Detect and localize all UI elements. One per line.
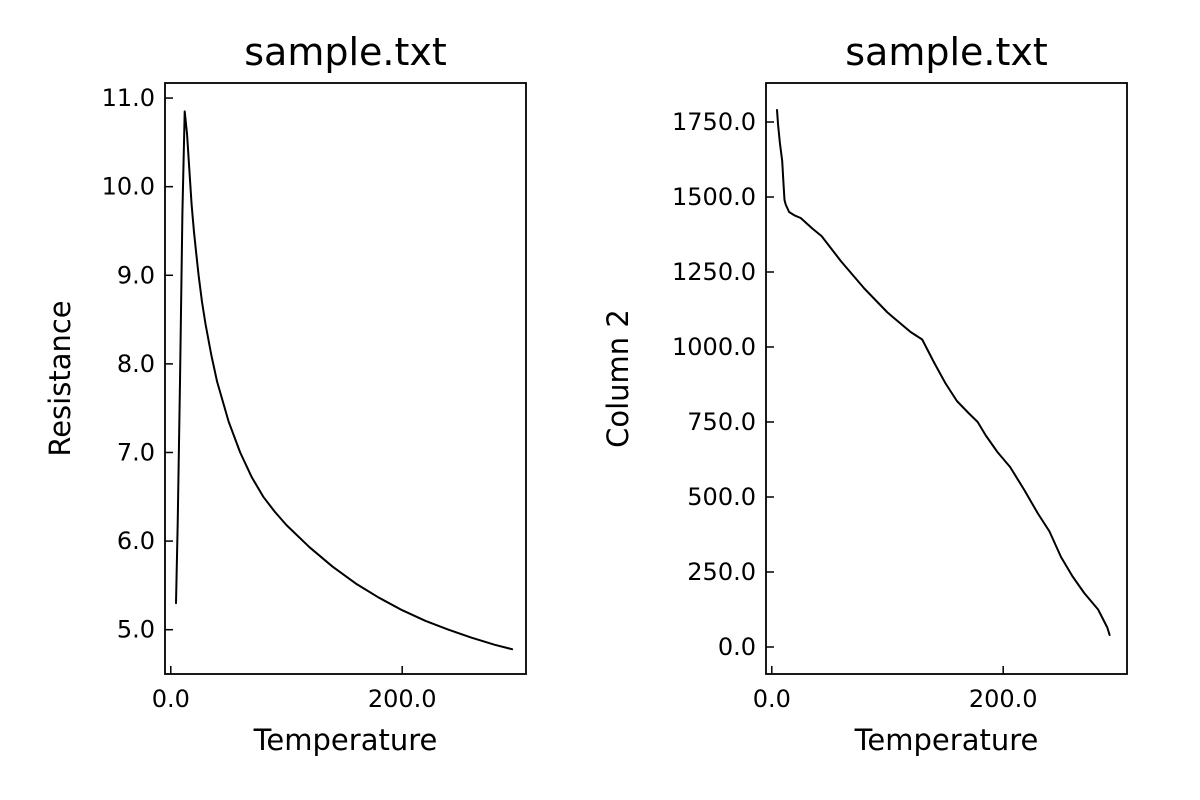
left-y-tick-label: 5.0 (117, 616, 155, 644)
right-y-tick-label: 1500.0 (672, 183, 756, 211)
right-series-line-0 (776, 109, 1111, 636)
left-plot-panel: sample.txt 0.0 200.0 5.0 6.0 7.0 8.0 9.0 10.0 11.… (43, 30, 527, 757)
right-y-tick-label: 1000.0 (672, 333, 756, 361)
right-y-tick-label: 500.0 (687, 483, 756, 511)
left-y-tick-label: 11.0 (102, 84, 155, 112)
left-y-tick-label: 7.0 (117, 438, 155, 466)
right-y-tick-label: 750.0 (687, 408, 756, 436)
left-y-tick-label: 9.0 (117, 261, 155, 289)
right-y-tick-label: 0.0 (718, 633, 756, 661)
right-x-tick-label: 200.0 (969, 685, 1038, 713)
right-x-tick-label: 0.0 (753, 685, 791, 713)
right-plot-panel: sample.txt 0.0 200.0 0.0 250.0 500.0 750.0 1000… (601, 30, 1128, 757)
right-y-tick-label: 1250.0 (672, 258, 756, 286)
left-y-axis-label: Resistance (43, 300, 77, 456)
left-x-axis-label: Temperature (253, 723, 438, 757)
right-y-tick-label: 250.0 (687, 558, 756, 586)
left-plot-frame (164, 82, 527, 675)
left-x-tick-label: 200.0 (368, 685, 437, 713)
right-y-axis-label: Column 2 (601, 309, 635, 448)
left-y-tick-label: 6.0 (117, 527, 155, 555)
right-y-tick-label: 1750.0 (672, 108, 756, 136)
left-y-tick-label: 10.0 (102, 173, 155, 201)
left-y-tick-label: 8.0 (117, 350, 155, 378)
left-plot-title: sample.txt (244, 30, 447, 74)
right-plot-frame (765, 82, 1128, 675)
left-series-line-0 (175, 110, 514, 651)
left-x-tick-label: 0.0 (152, 685, 190, 713)
right-x-axis-label: Temperature (854, 723, 1039, 757)
right-plot-title: sample.txt (845, 30, 1048, 74)
